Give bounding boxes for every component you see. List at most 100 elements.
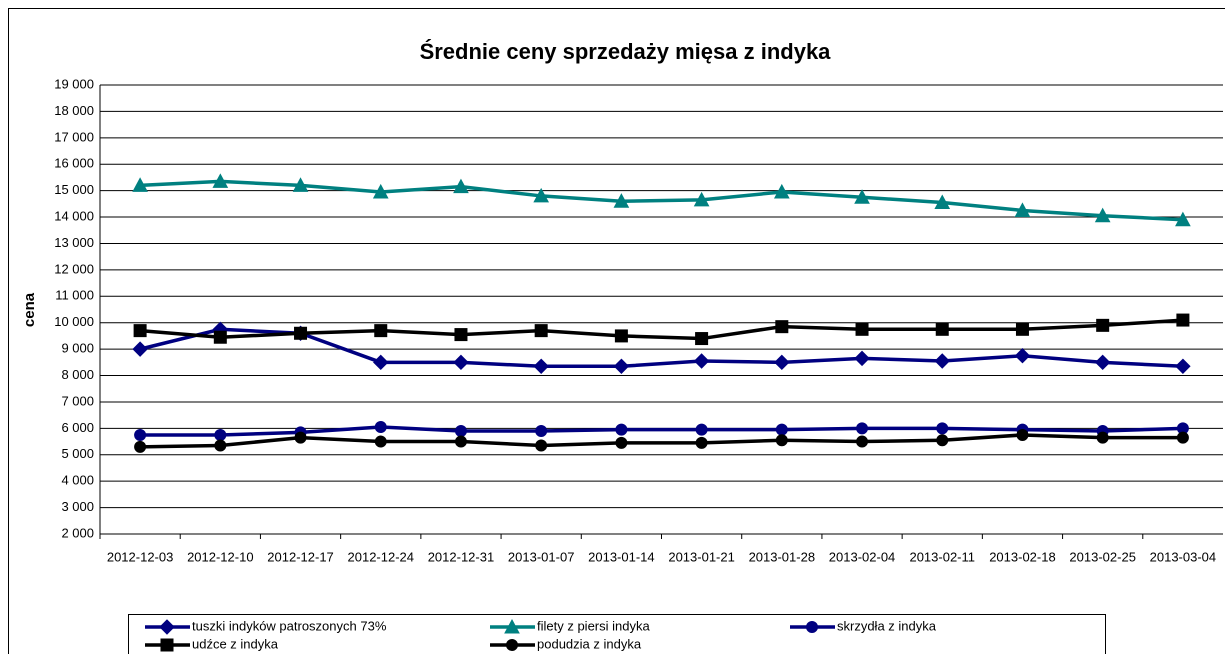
chart-border (8, 8, 1225, 654)
y-tick-label: 3 000 (61, 499, 94, 514)
legend-label: podudzia z indyka (537, 636, 642, 651)
legend-label: filety z piersi indyka (537, 618, 650, 633)
data-point (374, 421, 387, 434)
y-tick-label: 12 000 (54, 261, 94, 276)
y-tick-label: 18 000 (54, 103, 94, 118)
data-point (132, 177, 148, 192)
data-point (454, 328, 468, 342)
x-tick-label: 2013-03-04 (1150, 549, 1217, 564)
data-point (1014, 202, 1031, 217)
x-tick-label: 2013-01-07 (508, 549, 575, 564)
x-tick-label: 2013-01-28 (749, 549, 816, 564)
legend-marker (806, 621, 818, 633)
data-point (695, 332, 709, 346)
data-point (775, 434, 788, 447)
data-point (1096, 318, 1110, 332)
data-point (1014, 348, 1031, 364)
x-tick-label: 2013-02-18 (989, 549, 1056, 564)
legend-marker (159, 619, 175, 635)
series-line (139, 318, 1184, 341)
legend-marker (506, 639, 518, 651)
data-point (693, 353, 710, 369)
x-tick-label: 2013-02-11 (909, 549, 975, 564)
x-tick-label: 2012-12-03 (107, 549, 174, 564)
y-tick-label: 8 000 (61, 367, 94, 382)
data-point (292, 177, 309, 192)
data-point (854, 350, 870, 367)
data-point (1176, 313, 1190, 327)
data-point (533, 358, 549, 374)
data-point (774, 354, 790, 371)
data-point (212, 173, 229, 188)
data-point (1016, 428, 1029, 441)
data-point (854, 189, 870, 204)
y-tick-label: 2 000 (61, 525, 94, 540)
data-point (132, 341, 148, 357)
data-point (1176, 431, 1189, 444)
data-point (454, 435, 467, 448)
data-point (613, 358, 630, 374)
data-point (534, 324, 548, 338)
x-tick-label: 2012-12-24 (348, 549, 415, 564)
series-line (140, 433, 1183, 449)
legend-label: udźce z indyka (192, 636, 279, 651)
legend-label: tuszki indyków patroszonych 73% (192, 618, 387, 633)
legend-box (128, 614, 1106, 654)
data-point (773, 183, 790, 199)
data-point (134, 428, 147, 441)
data-point (134, 440, 147, 453)
data-point (454, 424, 467, 437)
series-line (140, 425, 1183, 437)
y-tick-label: 7 000 (61, 393, 94, 408)
data-point (1094, 354, 1111, 371)
data-point (294, 326, 308, 340)
x-tick-label: 2013-01-14 (588, 549, 655, 564)
y-tick-label: 11 000 (55, 288, 94, 303)
legend-marker (504, 618, 520, 634)
data-point (453, 354, 469, 371)
x-tick-label: 2013-02-04 (829, 549, 896, 564)
data-point (374, 324, 388, 338)
data-point (214, 439, 227, 452)
x-tick-label: 2012-12-31 (428, 549, 495, 564)
data-point (695, 423, 708, 436)
y-tick-label: 19 000 (54, 76, 94, 91)
y-tick-label: 13 000 (54, 235, 94, 250)
data-point (1094, 207, 1111, 223)
chart-title: Średnie ceny sprzedaży mięsa z indyka (420, 39, 832, 64)
data-point (1175, 211, 1191, 227)
data-point (374, 435, 387, 448)
y-tick-label: 5 000 (61, 446, 94, 461)
data-point (214, 428, 227, 441)
data-point (372, 183, 389, 199)
data-point (535, 424, 548, 437)
data-point (1175, 358, 1191, 374)
data-point (856, 422, 869, 435)
y-tick-label: 14 000 (54, 208, 94, 223)
y-axis-label: cena (21, 292, 38, 327)
x-tick-label: 2012-12-10 (187, 549, 254, 564)
data-point (213, 330, 227, 344)
data-point (695, 436, 708, 449)
series-line (139, 327, 1183, 369)
y-tick-label: 9 000 (61, 341, 94, 356)
data-point (615, 436, 628, 449)
data-point (775, 320, 789, 334)
y-tick-label: 16 000 (54, 156, 94, 171)
data-point (856, 435, 869, 448)
data-point (535, 439, 548, 452)
data-point (936, 434, 949, 447)
data-point (613, 193, 630, 208)
y-tick-label: 17 000 (54, 129, 94, 144)
data-point (453, 178, 469, 194)
data-point (533, 187, 550, 203)
data-point (294, 431, 307, 444)
legend-marker (160, 638, 174, 652)
data-point (935, 322, 949, 336)
data-point (936, 422, 949, 435)
data-point (855, 322, 869, 336)
data-point (775, 423, 788, 436)
data-point (615, 423, 628, 436)
y-tick-label: 10 000 (54, 314, 94, 329)
data-point (934, 194, 951, 210)
